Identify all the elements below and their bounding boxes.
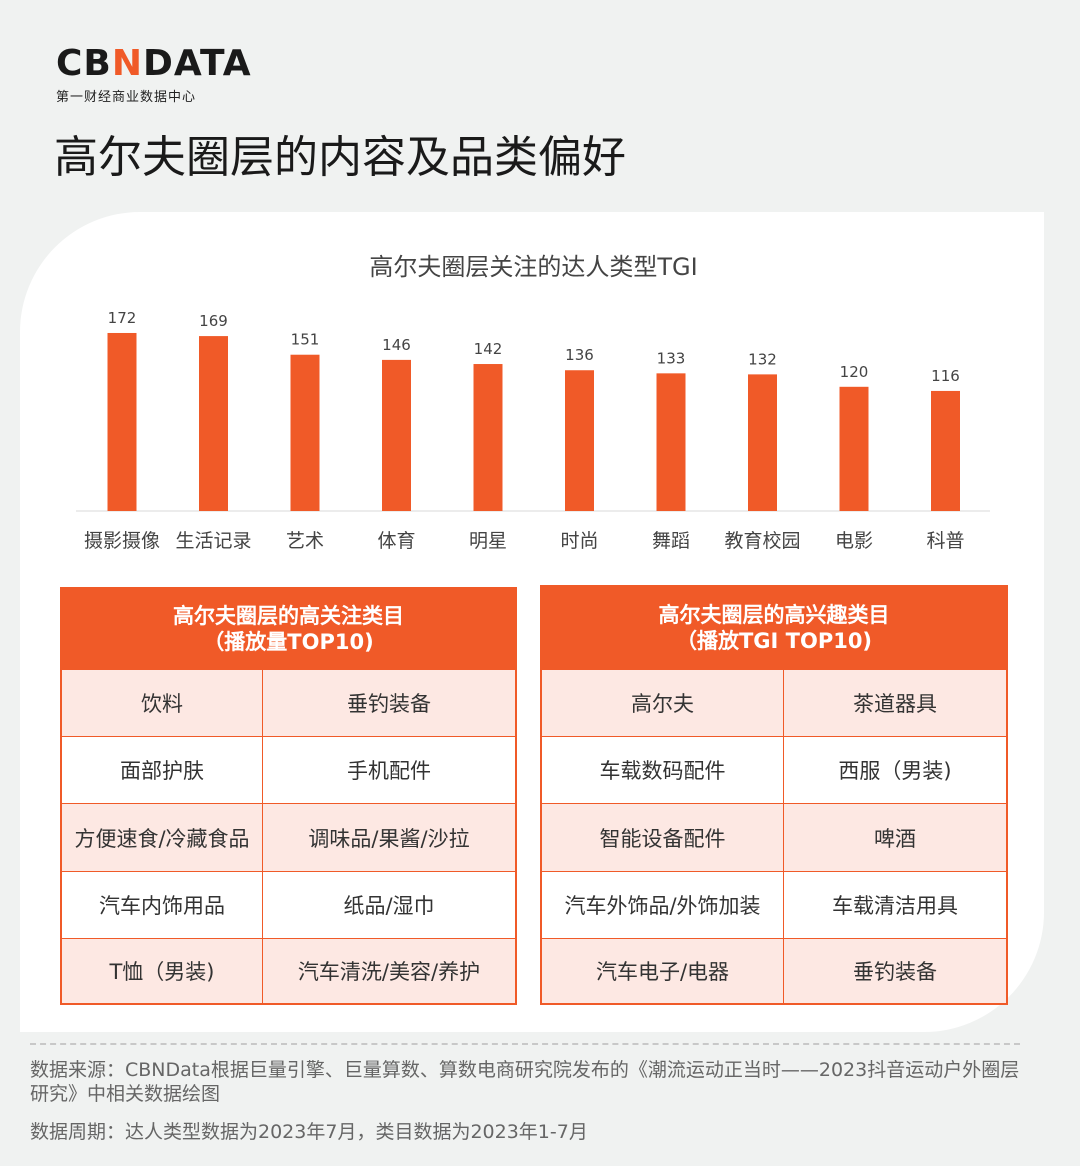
category-label: 科普: [926, 530, 964, 552]
table-cell: 啤酒: [783, 804, 1006, 871]
data-label: 146: [382, 336, 411, 354]
logo-wordmark: CBNDATA: [56, 43, 252, 84]
table-row: 高尔夫 茶道器具: [542, 669, 1006, 736]
tgi-bar-chart: 172 摄影摄像 169 生活记录 151 艺术 146 体育 142 明星 136 时尚 133 舞蹈 1…: [76, 309, 990, 552]
data-label: 116: [931, 367, 960, 385]
data-label: 132: [748, 350, 777, 368]
table-cell: 车载数码配件: [599, 759, 726, 783]
category-label: 时尚: [560, 530, 598, 552]
table-row: 智能设备配件 啤酒: [542, 803, 1006, 871]
table-header: 高尔夫圈层的高关注类目 （播放量TOP10): [62, 589, 515, 669]
logo-subtitle: 第一财经商业数据中心: [56, 90, 197, 105]
table-header-subtitle: （播放量TOP10): [203, 630, 374, 654]
bar-教育校园: [748, 374, 777, 511]
brand-logo: CBNDATA 第一财经商业数据中心: [56, 43, 252, 106]
table-cell: 饮料: [141, 692, 183, 716]
data-source-note: 数据来源：CBNData根据巨量引擎、巨量算数、算数电商研究院发布的《潮流运动正…: [30, 1059, 1020, 1105]
bar-明星: [473, 364, 503, 511]
data-period-note: 数据周期：达人类型数据为2023年7月，类目数据为2023年1-7月: [30, 1121, 588, 1143]
table-cell: T恤（男装): [109, 960, 215, 984]
table-header-subtitle: （播放TGI TOP10): [675, 629, 873, 653]
table-cell: 车载清洁用具: [783, 872, 1006, 938]
data-label: 169: [199, 312, 228, 330]
table-cell: 茶道器具: [783, 670, 1006, 736]
table-cell: 纸品/湿巾: [262, 872, 515, 938]
table-cell: 汽车清洗/美容/养护: [262, 939, 515, 1003]
table-cell: 汽车内饰用品: [99, 894, 225, 918]
table-cell: 调味品/果酱/沙拉: [262, 804, 515, 871]
category-label: 生活记录: [175, 530, 251, 552]
high-attention-table: 高尔夫圈层的高关注类目 （播放量TOP10) 饮料 垂钓装备面部护肤 手机配件 方便速…: [60, 587, 517, 1005]
chart-title: 高尔夫圈层关注的达人类型TGI: [369, 253, 698, 281]
category-label: 舞蹈: [652, 530, 690, 552]
table-row: T恤（男装) 汽车清洗/美容/养护: [62, 938, 515, 1003]
table-header-title: 高尔夫圈层的高关注类目: [173, 604, 404, 628]
table-row: 汽车外饰品/外饰加装 车载清洁用具: [542, 871, 1006, 938]
data-label: 151: [291, 331, 320, 349]
table-cell: 面部护肤: [120, 759, 204, 783]
table-cell: 垂钓装备: [783, 939, 1006, 1003]
bar-体育: [382, 359, 411, 511]
bar-舞蹈: [656, 373, 686, 511]
page-title: 高尔夫圈层的内容及品类偏好: [54, 132, 626, 183]
table-cell: 高尔夫: [631, 692, 694, 716]
table-row: 车载数码配件 西服（男装): [542, 736, 1006, 803]
bar-科普: [931, 390, 960, 511]
table-cell: 西服（男装): [783, 737, 1006, 803]
bar-艺术: [290, 354, 320, 511]
footer-divider: [30, 1043, 1020, 1045]
category-label: 明星: [469, 530, 507, 552]
data-label: 172: [108, 309, 137, 327]
table-header: 高尔夫圈层的高兴趣类目 （播放TGI TOP10): [542, 587, 1006, 669]
table-cell: 汽车外饰品/外饰加装: [564, 894, 761, 918]
table-row: 面部护肤 手机配件: [62, 736, 515, 803]
bar-生活记录: [199, 336, 228, 511]
bar-电影: [839, 386, 869, 511]
category-label: 体育: [377, 530, 415, 552]
category-label: 教育校园: [724, 530, 800, 552]
data-label: 120: [840, 363, 869, 381]
table-header-title: 高尔夫圈层的高兴趣类目: [658, 603, 890, 627]
table-row: 汽车内饰用品 纸品/湿巾: [62, 871, 515, 938]
table-cell: 手机配件: [262, 737, 515, 803]
category-label: 摄影摄像: [84, 530, 160, 552]
bar-摄影摄像: [107, 332, 137, 511]
high-interest-table: 高尔夫圈层的高兴趣类目 （播放TGI TOP10) 高尔夫 茶道器具车载数码配件 西…: [540, 585, 1008, 1005]
table-cell: 方便速食/冷藏食品: [74, 826, 250, 851]
table-cell: 汽车电子/电器: [595, 960, 730, 984]
data-label: 133: [657, 349, 686, 367]
table-row: 方便速食/冷藏食品 调味品/果酱/沙拉: [62, 803, 515, 871]
table-row: 汽车电子/电器 垂钓装备: [542, 938, 1006, 1003]
table-row: 饮料 垂钓装备: [62, 669, 515, 736]
bar-时尚: [565, 370, 594, 511]
table-cell: 智能设备配件: [599, 826, 726, 851]
data-label: 136: [565, 346, 594, 364]
table-cell: 垂钓装备: [262, 670, 515, 736]
category-label: 电影: [835, 530, 873, 552]
data-label: 142: [474, 340, 503, 358]
category-label: 艺术: [286, 530, 324, 552]
